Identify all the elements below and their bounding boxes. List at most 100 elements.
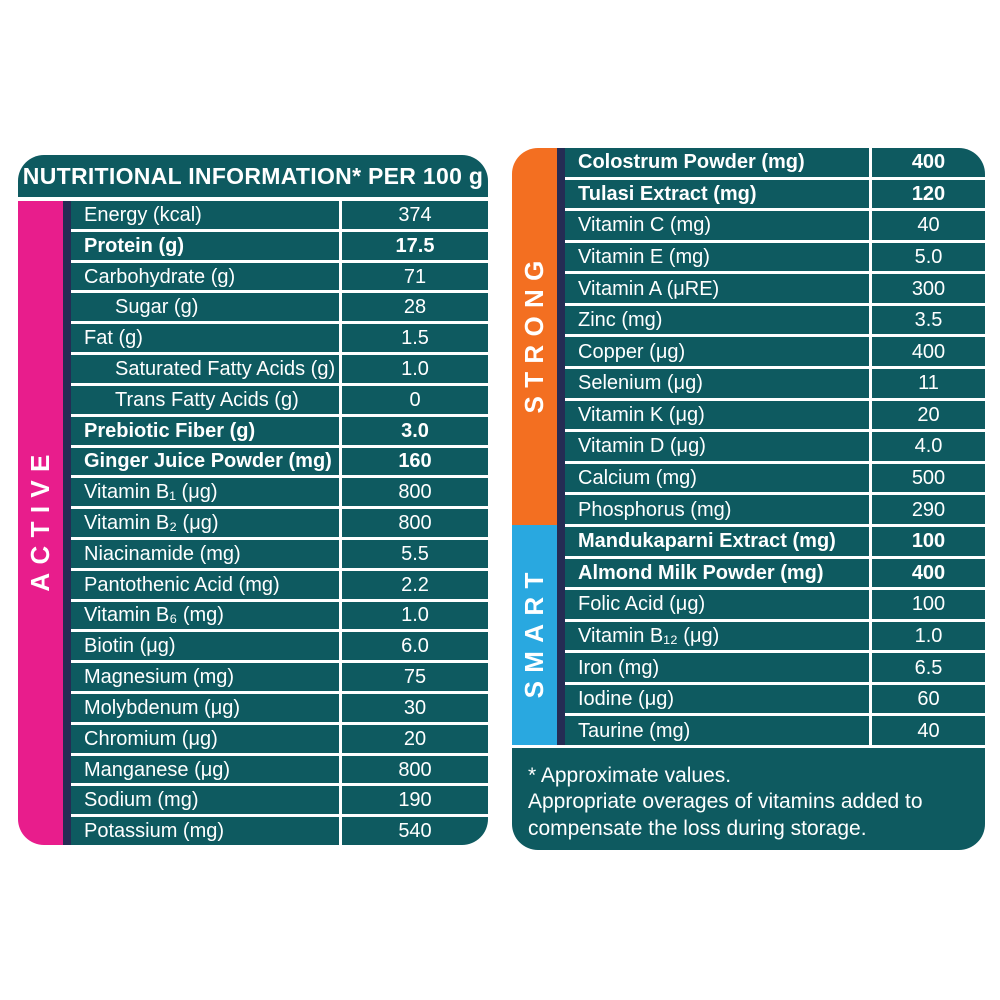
table-row: Vitamin E (mg) 5.0 [565, 242, 985, 272]
nutrient-label: Chromium (μg) [71, 724, 339, 753]
nutrient-value: 540 [342, 817, 488, 845]
table-row: Calcium (mg) 500 [565, 463, 985, 493]
nutrient-value: 40 [872, 211, 985, 240]
table-row: Saturated Fatty Acids (g) 1.0 [71, 355, 488, 383]
table-row: Sodium (mg) 190 [71, 786, 488, 815]
nutrient-value: 290 [872, 495, 985, 524]
left-panel: NUTRITIONAL INFORMATION* PER 100 g ACTIV… [18, 155, 488, 845]
nutrient-value: 40 [872, 716, 985, 745]
nutrient-label: Selenium (μg) [565, 369, 869, 398]
nutrient-value: 400 [872, 148, 985, 177]
table-row: Sugar (g) 28 [71, 293, 488, 322]
nutrient-label: Iron (mg) [565, 653, 869, 682]
nutrient-label: Calcium (mg) [565, 463, 869, 493]
table-row: Chromium (μg) 20 [71, 724, 488, 753]
nutrient-value: 1.0 [342, 601, 488, 630]
table-row: Almond Milk Powder (mg) 400 [565, 558, 985, 588]
table-row: Potassium (mg) 540 [71, 817, 488, 845]
nutrient-value: 60 [872, 684, 985, 714]
nutrient-label: Vitamin B₆ (mg) [71, 601, 339, 630]
table-row: Manganese (μg) 800 [71, 755, 488, 784]
nutrient-value: 11 [872, 369, 985, 398]
footnote-line: Appropriate overages of vitamins added t… [528, 790, 923, 814]
nutrient-value: 75 [342, 663, 488, 691]
strong-band-label: STRONG [519, 251, 549, 413]
nutrient-value: 20 [342, 724, 488, 753]
nutrient-label: Trans Fatty Acids (g) [71, 385, 339, 414]
nutrient-label: Sugar (g) [71, 293, 339, 322]
nutrient-label: Tulasi Extract (mg) [565, 179, 869, 209]
nutrient-value: 100 [872, 526, 985, 556]
nutrient-value: 6.0 [342, 632, 488, 661]
nutrient-label: Vitamin D (μg) [565, 432, 869, 461]
smart-band-label: SMART [519, 563, 549, 698]
nutrient-label: Vitamin B₁ (μg) [71, 478, 339, 507]
nutrient-label: Vitamin A (μRE) [565, 274, 869, 303]
nutrient-value: 3.0 [342, 416, 488, 445]
nutrient-label: Protein (g) [71, 231, 339, 260]
nutrient-value: 800 [342, 509, 488, 537]
active-band-column: ACTIVE [18, 201, 63, 845]
nutrient-value: 400 [872, 337, 985, 367]
nutrient-label: Zinc (mg) [565, 305, 869, 335]
table-row: Mandukaparni Extract (mg) 100 [565, 526, 985, 556]
nutrient-label: Colostrum Powder (mg) [565, 148, 869, 177]
nutrient-label: Potassium (mg) [71, 817, 339, 845]
nutrient-label: Mandukaparni Extract (mg) [565, 526, 869, 556]
divider-strip [63, 201, 71, 845]
smart-band: SMART [512, 525, 557, 745]
right-panel: STRONG SMART Colostrum Powder (mg) 400 Tula… [512, 148, 985, 850]
footnote-line: * Approximate values. [528, 764, 732, 787]
nutrient-value: 120 [872, 179, 985, 209]
nutrient-label: Carbohydrate (g) [71, 262, 339, 291]
table-row: Trans Fatty Acids (g) 0 [71, 385, 488, 414]
footnote-line: compensate the loss during storage. [528, 816, 867, 840]
nutrient-value: 30 [342, 694, 488, 722]
table-row: Fat (g) 1.5 [71, 324, 488, 353]
table-row: Tulasi Extract (mg) 120 [565, 179, 985, 209]
nutrient-label: Vitamin B₁₂ (μg) [565, 621, 869, 651]
nutrient-value: 500 [872, 463, 985, 493]
nutrient-label: Taurine (mg) [565, 716, 869, 745]
table-row: Niacinamide (mg) 5.5 [71, 539, 488, 568]
nutrient-value: 100 [872, 590, 985, 619]
table-row: Vitamin B₁ (μg) 800 [71, 478, 488, 507]
nutrient-value: 20 [872, 400, 985, 430]
nutrient-value: 400 [872, 558, 985, 588]
nutrient-value: 1.5 [342, 324, 488, 353]
nutrient-value: 4.0 [872, 432, 985, 461]
nutrient-value: 800 [342, 478, 488, 507]
nutrient-value: 1.0 [872, 621, 985, 651]
nutrient-label: Vitamin K (μg) [565, 400, 869, 430]
nutrient-label: Fat (g) [71, 324, 339, 353]
table-row: Iron (mg) 6.5 [565, 653, 985, 682]
nutrient-label: Vitamin C (mg) [565, 211, 869, 240]
table-row: Ginger Juice Powder (mg) 160 [71, 447, 488, 476]
nutrient-label: Prebiotic Fiber (g) [71, 416, 339, 445]
nutrient-label: Ginger Juice Powder (mg) [71, 447, 339, 476]
nutrient-label: Folic Acid (μg) [565, 590, 869, 619]
nutrient-label: Pantothenic Acid (mg) [71, 570, 339, 599]
nutrient-value: 5.5 [342, 539, 488, 568]
nutrient-value: 190 [342, 786, 488, 815]
nutrient-label: Phosphorus (mg) [565, 495, 869, 524]
nutrient-label: Almond Milk Powder (mg) [565, 558, 869, 588]
nutrient-value: 0 [342, 385, 488, 414]
table-row: Iodine (μg) 60 [565, 684, 985, 714]
nutrient-label: Vitamin E (mg) [565, 242, 869, 272]
table-row: Pantothenic Acid (mg) 2.2 [71, 570, 488, 599]
panel-header: NUTRITIONAL INFORMATION* PER 100 g [18, 155, 488, 197]
table-row: Biotin (μg) 6.0 [71, 632, 488, 661]
nutrient-value: 374 [342, 201, 488, 229]
nutrient-value: 17.5 [342, 231, 488, 260]
nutrient-label: Copper (μg) [565, 337, 869, 367]
nutrient-label: Vitamin B₂ (μg) [71, 509, 339, 537]
left-nutrition-table: Energy (kcal) 374 Protein (g) 17.5 Carbohydr… [71, 201, 488, 845]
table-row: Zinc (mg) 3.5 [565, 305, 985, 335]
table-row: Carbohydrate (g) 71 [71, 262, 488, 291]
right-nutrition-table: Colostrum Powder (mg) 400 Tulasi Extract (… [565, 148, 985, 745]
nutrient-label: Magnesium (mg) [71, 663, 339, 691]
table-row: Vitamin B₁₂ (μg) 1.0 [565, 621, 985, 651]
nutrient-value: 71 [342, 262, 488, 291]
nutrient-value: 2.2 [342, 570, 488, 599]
